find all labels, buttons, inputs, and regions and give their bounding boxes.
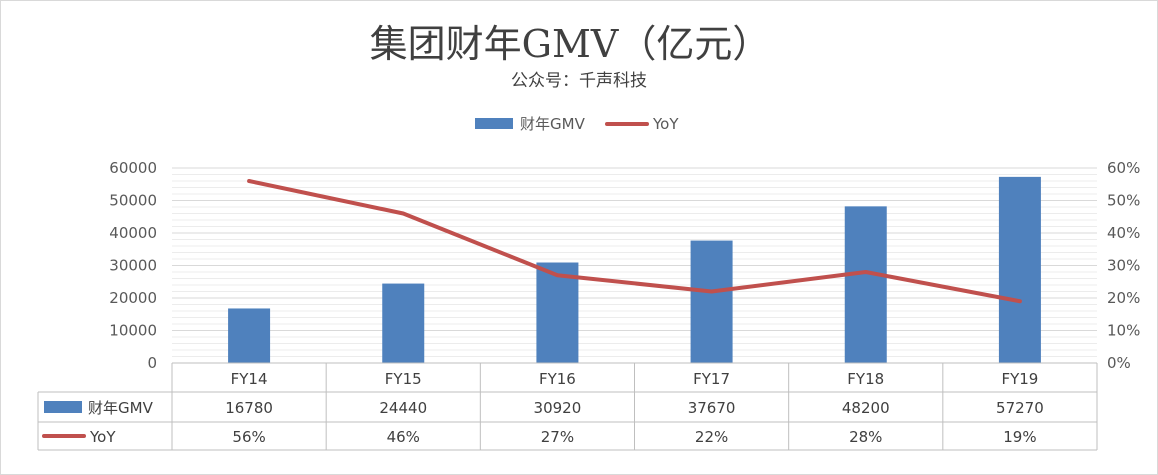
data-table: FY14 FY15 FY16 FY17 FY18 FY19 财年GMV 16780 24440 3… bbox=[37, 362, 1098, 451]
y2-tick-label: 10% bbox=[1107, 322, 1140, 340]
table-cell-yoy: 19% bbox=[1003, 428, 1036, 446]
legend-label-gmv: 财年GMV bbox=[520, 115, 586, 133]
x-tick-label: FY17 bbox=[693, 370, 730, 388]
table-cell-yoy: 27% bbox=[541, 428, 574, 446]
legend-bar-swatch bbox=[475, 118, 513, 129]
table-cell-gmv: 57270 bbox=[996, 399, 1044, 417]
bar-fy14 bbox=[228, 308, 271, 363]
y-tick-label: 60000 bbox=[109, 159, 157, 177]
y2-tick-label: 50% bbox=[1107, 192, 1140, 210]
x-tick-label: FY14 bbox=[231, 370, 268, 388]
y-tick-label: 0 bbox=[147, 354, 157, 372]
chart-title: 集团财年GMV（亿元） bbox=[370, 22, 771, 66]
y2-tick-label: 40% bbox=[1107, 224, 1140, 242]
x-tick-label: FY16 bbox=[539, 370, 576, 388]
bar-series bbox=[228, 176, 1041, 363]
table-cell-yoy: 22% bbox=[695, 428, 728, 446]
x-tick-label: FY15 bbox=[385, 370, 422, 388]
table-cell-gmv: 24440 bbox=[379, 399, 427, 417]
legend: 财年GMV YoY bbox=[475, 115, 679, 133]
x-tick-label: FY18 bbox=[847, 370, 884, 388]
y2-tick-label: 60% bbox=[1107, 159, 1140, 177]
table-cell-yoy: 56% bbox=[232, 428, 265, 446]
y2-tick-label: 0% bbox=[1107, 354, 1131, 372]
table-cell-gmv: 30920 bbox=[534, 399, 582, 417]
y2-tick-label: 20% bbox=[1107, 289, 1140, 307]
y-axis-right: 0% 10% 20% 30% 40% 50% 60% bbox=[1107, 159, 1140, 372]
table-legend-bar-swatch bbox=[44, 401, 82, 413]
table-cell-yoy: 46% bbox=[387, 428, 420, 446]
table-cell-gmv: 16780 bbox=[225, 399, 273, 417]
chart-subtitle: 公众号：千声科技 bbox=[511, 71, 647, 91]
bar-fy16 bbox=[536, 262, 579, 363]
y-tick-label: 50000 bbox=[109, 192, 157, 210]
y-tick-label: 20000 bbox=[109, 289, 157, 307]
table-cell-gmv: 48200 bbox=[842, 399, 890, 417]
bar-fy17 bbox=[690, 240, 733, 363]
bar-fy19 bbox=[998, 176, 1041, 363]
gridlines bbox=[172, 167, 1097, 364]
yoy-line bbox=[247, 179, 1022, 304]
y2-tick-label: 30% bbox=[1107, 257, 1140, 275]
bar-fy18 bbox=[844, 206, 887, 363]
table-cell-yoy: 28% bbox=[849, 428, 882, 446]
y-tick-label: 30000 bbox=[109, 257, 157, 275]
y-tick-label: 40000 bbox=[109, 224, 157, 242]
legend-label-yoy: YoY bbox=[652, 115, 679, 133]
x-tick-label: FY19 bbox=[1001, 370, 1038, 388]
bar-fy15 bbox=[382, 283, 425, 363]
table-row-label-yoy: YoY bbox=[89, 428, 116, 446]
table-row-label-gmv: 财年GMV bbox=[88, 399, 154, 417]
table-cell-gmv: 37670 bbox=[688, 399, 736, 417]
y-axis-left: 0 10000 20000 30000 40000 50000 60000 bbox=[109, 159, 157, 372]
y-tick-label: 10000 bbox=[109, 322, 157, 340]
line-series bbox=[247, 179, 1022, 304]
